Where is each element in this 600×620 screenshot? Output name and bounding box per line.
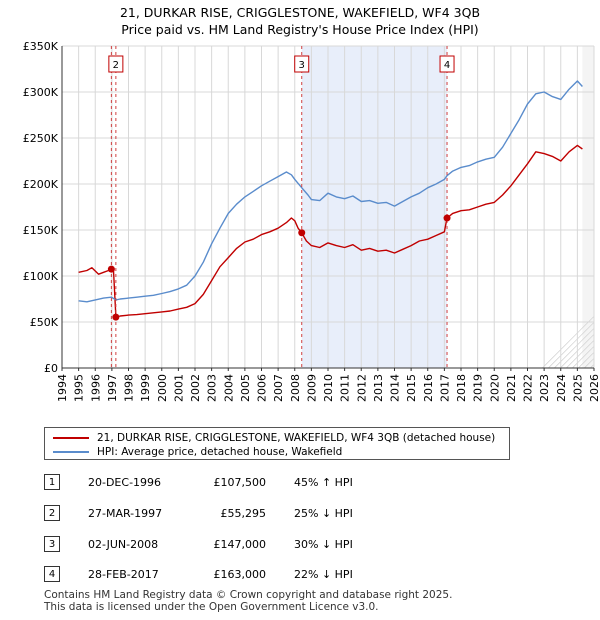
- sale-price: £147,000: [213, 538, 267, 551]
- legend-item-hpi: HPI: Average price, detached house, Wake…: [53, 445, 342, 459]
- sale-label-frame: [439, 55, 455, 73]
- x-tick-label: 2007: [272, 374, 285, 402]
- sale-label-text: 3: [299, 60, 305, 71]
- x-tick-label: 2013: [372, 374, 385, 402]
- y-tick-label: £50K: [30, 316, 59, 329]
- x-tick-label: 1998: [123, 374, 136, 402]
- legend-swatch-hpi: [53, 451, 89, 453]
- x-tick-label: 2008: [289, 374, 302, 402]
- sale-point: [112, 313, 120, 321]
- sale-label-text: 4: [444, 60, 450, 71]
- x-tick-label: 1995: [73, 374, 86, 402]
- x-tick-label: 2005: [239, 374, 252, 402]
- sale-label-box: 3: [294, 55, 310, 73]
- sale-price: £107,500: [213, 476, 267, 489]
- title-line-2: Price paid vs. HM Land Registry's House …: [121, 22, 479, 37]
- y-tick-label: £100K: [23, 270, 59, 283]
- sale-label-frame: [294, 55, 310, 73]
- sale-row: 4 28-FEB-2017 £163,000 22% ↓ HPI: [44, 566, 424, 586]
- sale-hpi-diff: 22% ↓ HPI: [294, 568, 353, 581]
- sale-price: £55,295: [220, 507, 267, 520]
- x-tick-label: 1997: [106, 374, 119, 402]
- y-tick-label: £150K: [23, 224, 59, 237]
- sale-date: 20-DEC-1996: [88, 476, 162, 489]
- sale-number-badge: 3: [44, 536, 60, 552]
- x-tick-label: 2021: [505, 374, 518, 402]
- x-tick-label: 1996: [89, 374, 102, 402]
- sale-date: 28-FEB-2017: [88, 568, 159, 581]
- sale-point: [298, 229, 306, 237]
- sale-date: 02-JUN-2008: [88, 538, 159, 551]
- chart-title: 21, DURKAR RISE, CRIGGLESTONE, WAKEFIELD…: [0, 4, 600, 38]
- x-tick-label: 2024: [555, 374, 568, 402]
- chart-legend: 21, DURKAR RISE, CRIGGLESTONE, WAKEFIELD…: [44, 427, 510, 460]
- legend-label-hpi: HPI: Average price, detached house, Wake…: [97, 446, 343, 458]
- title-line-1: 21, DURKAR RISE, CRIGGLESTONE, WAKEFIELD…: [119, 5, 481, 20]
- legend-item-price: 21, DURKAR RISE, CRIGGLESTONE, WAKEFIELD…: [53, 431, 495, 445]
- sale-point: [107, 265, 115, 273]
- legend-label-price: 21, DURKAR RISE, CRIGGLESTONE, WAKEFIELD…: [97, 432, 496, 444]
- x-tick-label: 2020: [488, 374, 501, 402]
- x-tick-label: 2012: [355, 374, 368, 402]
- sale-point: [443, 214, 451, 222]
- x-tick-label: 2017: [438, 374, 451, 402]
- x-tick-label: 2022: [522, 374, 535, 402]
- sale-hpi-diff: 30% ↓ HPI: [294, 538, 353, 551]
- sale-hpi-diff: 45% ↑ HPI: [294, 476, 353, 489]
- sale-number-badge: 1: [44, 474, 60, 490]
- shaded-period: [301, 46, 448, 368]
- footer-line-2: This data is licensed under the Open Gov…: [44, 601, 379, 613]
- sale-row: 3 02-JUN-2008 £147,000 30% ↓ HPI: [44, 536, 424, 556]
- x-tick-label: 2019: [472, 374, 485, 402]
- forecast-area: [582, 46, 594, 368]
- x-tick-label: 2010: [322, 374, 335, 402]
- y-tick-label: £250K: [23, 132, 59, 145]
- hatch-line: [596, 46, 600, 368]
- x-tick-label: 2004: [222, 374, 235, 402]
- x-tick-label: 2001: [172, 374, 185, 402]
- sale-row: 2 27-MAR-1997 £55,295 25% ↓ HPI: [44, 505, 424, 525]
- x-tick-label: 1999: [139, 374, 152, 402]
- forecast-hatch: [542, 46, 600, 368]
- x-tick-label: 2025: [571, 374, 584, 402]
- sale-number-badge: 2: [44, 505, 60, 521]
- x-tick-label: 2011: [339, 374, 352, 402]
- price-paid-line: [78, 144, 583, 318]
- sale-label-text: 2: [113, 60, 119, 71]
- sale-label-box: 4: [439, 55, 455, 73]
- x-tick-label: 2023: [538, 374, 551, 402]
- y-tick-label: £300K: [23, 86, 59, 99]
- hpi-line: [78, 80, 583, 303]
- sale-number-badge: 4: [44, 566, 60, 582]
- legend-swatch-price: [53, 437, 89, 439]
- x-tick-label: 2016: [422, 374, 435, 402]
- sale-row: 1 20-DEC-1996 £107,500 45% ↑ HPI: [44, 474, 424, 494]
- x-tick-label: 2015: [405, 374, 418, 402]
- y-tick-label: £350K: [23, 40, 59, 53]
- sale-label-frame: [108, 55, 124, 73]
- x-tick-label: 2018: [455, 374, 468, 402]
- x-tick-label: 2009: [305, 374, 318, 402]
- footer-attribution: Contains HM Land Registry data © Crown c…: [44, 589, 452, 613]
- x-tick-label: 2026: [588, 374, 600, 402]
- x-tick-label: 2002: [189, 374, 202, 402]
- price-chart: 2 3 4 £0 £50K £100K £150K £200K £250K £300K £350K…: [23, 40, 600, 402]
- footer-line-1: Contains HM Land Registry data © Crown c…: [44, 589, 453, 601]
- x-tick-label: 1994: [56, 374, 69, 402]
- y-tick-label: £200K: [23, 178, 59, 191]
- sale-date: 27-MAR-1997: [88, 507, 163, 520]
- x-tick-label: 2000: [156, 374, 169, 402]
- x-tick-label: 2003: [206, 374, 219, 402]
- sale-hpi-diff: 25% ↓ HPI: [294, 507, 353, 520]
- y-tick-label: £0: [44, 362, 58, 375]
- sale-price: £163,000: [213, 568, 267, 581]
- sale-label-box: 2: [108, 55, 124, 73]
- x-tick-label: 2006: [256, 374, 269, 402]
- x-tick-label: 2014: [389, 374, 402, 402]
